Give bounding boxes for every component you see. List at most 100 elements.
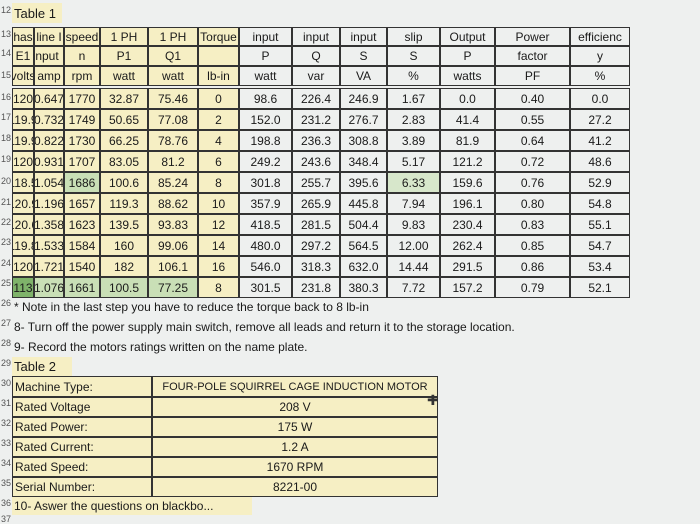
table-cell[interactable]: 249.2 <box>239 151 292 172</box>
header-cell[interactable]: input <box>239 27 292 46</box>
table-cell[interactable]: 120 <box>12 151 34 172</box>
header-cell[interactable]: P <box>239 46 292 66</box>
table-cell[interactable]: 1686 <box>64 172 100 193</box>
table-cell[interactable]: 0.0 <box>440 88 495 109</box>
table-cell[interactable]: 1.076 <box>34 277 64 298</box>
table-cell[interactable]: 7.94 <box>387 193 440 214</box>
table-cell[interactable]: 14.44 <box>387 256 440 277</box>
header-cell[interactable]: speed <box>64 27 100 46</box>
table-cell[interactable]: 564.5 <box>340 235 387 256</box>
table-cell[interactable]: 99.06 <box>148 235 198 256</box>
note-36[interactable]: 10- Aswer the questions on blackbo... <box>12 497 252 515</box>
table-cell[interactable]: 120.6 <box>12 214 34 235</box>
table-cell[interactable]: 265.9 <box>292 193 340 214</box>
table-cell[interactable]: 41.2 <box>570 130 630 151</box>
header-cell[interactable]: Torque <box>198 27 239 46</box>
table-cell[interactable]: 81.2 <box>148 151 198 172</box>
table-cell[interactable]: 77.08 <box>148 109 198 130</box>
row-number[interactable]: 29 <box>0 358 11 368</box>
table-cell[interactable]: 77.25 <box>148 277 198 298</box>
note-28[interactable]: 9- Record the motors ratings written on … <box>14 339 308 354</box>
row-number[interactable]: 19 <box>0 154 11 164</box>
table-cell[interactable]: 152.0 <box>239 109 292 130</box>
table-cell[interactable]: 41.4 <box>440 109 495 130</box>
table-cell[interactable]: 53.4 <box>570 256 630 277</box>
table-cell[interactable]: 78.76 <box>148 130 198 151</box>
table-cell[interactable]: 297.2 <box>292 235 340 256</box>
table-cell[interactable]: 5.17 <box>387 151 440 172</box>
table-cell[interactable]: 10 <box>198 193 239 214</box>
table-cell[interactable]: 445.8 <box>340 193 387 214</box>
table-cell[interactable]: 301.8 <box>239 172 292 193</box>
table1-title[interactable]: Table 1 <box>12 3 62 23</box>
table-cell[interactable]: 0.647 <box>34 88 64 109</box>
table-cell[interactable]: 2 <box>198 109 239 130</box>
row-number[interactable]: 31 <box>0 398 11 408</box>
serial-number-label[interactable]: Serial Number: <box>12 477 152 497</box>
header-cell[interactable]: S <box>387 46 440 66</box>
table-cell[interactable]: 27.2 <box>570 109 630 130</box>
serial-number-value[interactable]: 8221-00 <box>152 477 438 497</box>
table-cell[interactable]: 119.9 <box>12 109 34 130</box>
header-cell[interactable]: Power <box>495 27 570 46</box>
table-cell[interactable]: 0.822 <box>34 130 64 151</box>
table-cell[interactable]: 119.8 <box>12 235 34 256</box>
header-cell[interactable]: Output <box>440 27 495 46</box>
table-cell[interactable]: 55.1 <box>570 214 630 235</box>
table-cell[interactable]: 230.4 <box>440 214 495 235</box>
table-cell[interactable]: 1730 <box>64 130 100 151</box>
machine-type-value[interactable]: FOUR-POLE SQUIRREL CAGE INDUCTION MOTOR <box>152 376 438 397</box>
row-number[interactable]: 16 <box>0 92 11 102</box>
table-cell[interactable]: 0.64 <box>495 130 570 151</box>
header-cell[interactable]: E1 <box>12 46 34 66</box>
rated-power-value[interactable]: 175 W <box>152 417 438 437</box>
table-cell[interactable]: 54.8 <box>570 193 630 214</box>
row-number[interactable]: 35 <box>0 478 11 488</box>
table-cell[interactable]: 1.533 <box>34 235 64 256</box>
row-number[interactable]: 36 <box>0 498 11 508</box>
table-cell[interactable]: 0.79 <box>495 277 570 298</box>
header-cell[interactable]: Q <box>292 46 340 66</box>
table-cell[interactable]: 418.5 <box>239 214 292 235</box>
rated-voltage-label[interactable]: Rated Voltage <box>12 397 152 417</box>
header-cell[interactable]: slip <box>387 27 440 46</box>
table-cell[interactable]: 100.6 <box>100 172 148 193</box>
note-26[interactable]: * Note in the last step you have to redu… <box>14 299 369 314</box>
table-cell[interactable]: 3.89 <box>387 130 440 151</box>
table-cell[interactable]: 98.6 <box>239 88 292 109</box>
table-cell[interactable]: 632.0 <box>340 256 387 277</box>
row-number[interactable]: 20 <box>0 176 11 186</box>
table-cell[interactable]: 1707 <box>64 151 100 172</box>
table-cell[interactable]: 395.6 <box>340 172 387 193</box>
table-cell[interactable]: 281.5 <box>292 214 340 235</box>
header-cell[interactable]: line I <box>34 27 64 46</box>
header-cell[interactable]: input I <box>34 46 64 66</box>
table-cell[interactable]: 159.6 <box>440 172 495 193</box>
table-cell[interactable]: 236.3 <box>292 130 340 151</box>
table-cell[interactable]: 318.3 <box>292 256 340 277</box>
table-cell[interactable]: 8 <box>198 172 239 193</box>
header-cell[interactable]: rpm <box>64 66 100 86</box>
table-cell[interactable]: 198.8 <box>239 130 292 151</box>
header-cell[interactable]: % <box>387 66 440 86</box>
header-cell[interactable]: VA <box>340 66 387 86</box>
table-cell[interactable]: 0.80 <box>495 193 570 214</box>
table-cell[interactable]: 291.5 <box>440 256 495 277</box>
header-cell[interactable] <box>198 46 239 66</box>
table-cell[interactable]: 85.24 <box>148 172 198 193</box>
header-cell[interactable]: input <box>340 27 387 46</box>
table-cell[interactable]: 380.3 <box>340 277 387 298</box>
header-cell[interactable]: n <box>64 46 100 66</box>
rated-speed-value[interactable]: 1670 RPM <box>152 457 438 477</box>
table-cell[interactable]: 480.0 <box>239 235 292 256</box>
table-cell[interactable]: 504.4 <box>340 214 387 235</box>
table-cell[interactable]: 0.40 <box>495 88 570 109</box>
table-cell[interactable]: 119.9 <box>12 130 34 151</box>
table-cell[interactable]: 0.85 <box>495 235 570 256</box>
row-number[interactable]: 15 <box>0 70 11 80</box>
table-cell[interactable]: 119.3 <box>100 193 148 214</box>
table-cell[interactable]: 113 <box>12 277 34 298</box>
table-cell[interactable]: 0.83 <box>495 214 570 235</box>
table-cell[interactable]: 0.931 <box>34 151 64 172</box>
table-cell[interactable]: 6 <box>198 151 239 172</box>
